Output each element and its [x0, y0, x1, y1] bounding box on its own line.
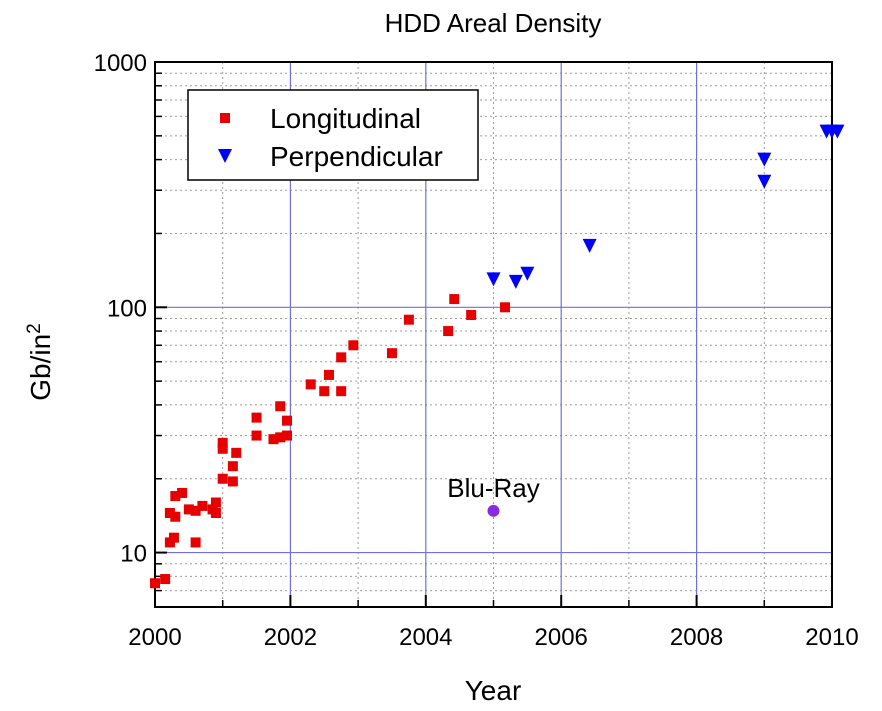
longitudinal-point [403, 314, 414, 325]
perpendicular-point [757, 174, 772, 189]
legend: Longitudinal Perpendicular [187, 89, 479, 181]
longitudinal-point [227, 461, 238, 472]
longitudinal-point [210, 508, 221, 519]
longitudinal-point [217, 443, 228, 454]
longitudinal-point [323, 369, 334, 380]
longitudinal-point [305, 379, 316, 390]
longitudinal-point [177, 487, 188, 498]
x-tick-label: 2010 [805, 624, 858, 651]
longitudinal-point [183, 504, 194, 515]
longitudinal-point [282, 415, 293, 426]
x-tick-label: 2008 [670, 624, 723, 651]
longitudinal-point [449, 294, 460, 305]
legend-label-longitudinal: Longitudinal [270, 103, 421, 134]
longitudinal-point [466, 310, 477, 321]
longitudinal-point [217, 473, 228, 484]
axis-ticks [154, 61, 833, 608]
perpendicular-point [520, 266, 535, 281]
legend-box [187, 89, 479, 181]
blu-ray-label: Blu-Ray [447, 473, 539, 503]
longitudinal-point [160, 574, 171, 585]
longitudinal-point [268, 434, 279, 445]
longitudinal-point [217, 437, 228, 448]
longitudinal-point [168, 532, 179, 543]
longitudinal-point [443, 326, 454, 337]
longitudinal-point [210, 497, 221, 508]
longitudinal-point [170, 511, 181, 522]
x-axis-label: Year [465, 675, 522, 706]
perpendicular-point [582, 238, 597, 253]
longitudinal-point [251, 430, 262, 441]
longitudinal-point [150, 578, 160, 589]
x-tick-label: 2002 [264, 624, 317, 651]
longitudinal-point [231, 447, 242, 458]
longitudinal-point [336, 352, 347, 363]
longitudinal-point [190, 537, 201, 548]
perpendicular-point [486, 272, 501, 287]
legend-marker-longitudinal [220, 113, 230, 123]
longitudinal-point [500, 302, 511, 313]
chart-title: HDD Areal Density [385, 8, 602, 38]
x-tick-label: 2000 [128, 624, 181, 651]
longitudinal-point [282, 430, 293, 441]
legend-marker-perpendicular [218, 149, 232, 163]
x-tick-label: 2006 [535, 624, 588, 651]
longitudinal-point [251, 412, 262, 423]
longitudinal-point [275, 432, 286, 443]
longitudinal-point [197, 500, 208, 511]
blu-ray-point [487, 504, 500, 517]
y-tick-label: 100 [107, 295, 147, 322]
data-markers [150, 124, 845, 589]
longitudinal-point [170, 491, 181, 502]
longitudinal-point [164, 508, 175, 519]
longitudinal-point [336, 386, 347, 397]
longitudinal-point [386, 348, 397, 359]
longitudinal-point [190, 505, 201, 516]
y-tick-label: 10 [120, 541, 147, 568]
annotations: Blu-Ray [447, 473, 540, 517]
legend-label-perpendicular: Perpendicular [270, 141, 443, 172]
longitudinal-point [227, 476, 238, 487]
perpendicular-point [830, 124, 845, 139]
perpendicular-point [508, 274, 523, 289]
x-tick-label: 2004 [399, 624, 452, 651]
longitudinal-point [348, 340, 359, 351]
y-tick-label: 1000 [94, 50, 147, 77]
y-axis-label: Gb/in2 [24, 323, 57, 401]
tick-labels: 10 100 1000 2000 2002 2004 2006 2008 2010 [94, 50, 859, 651]
longitudinal-point [319, 386, 330, 397]
longitudinal-point [275, 401, 286, 412]
perpendicular-point [757, 152, 772, 167]
